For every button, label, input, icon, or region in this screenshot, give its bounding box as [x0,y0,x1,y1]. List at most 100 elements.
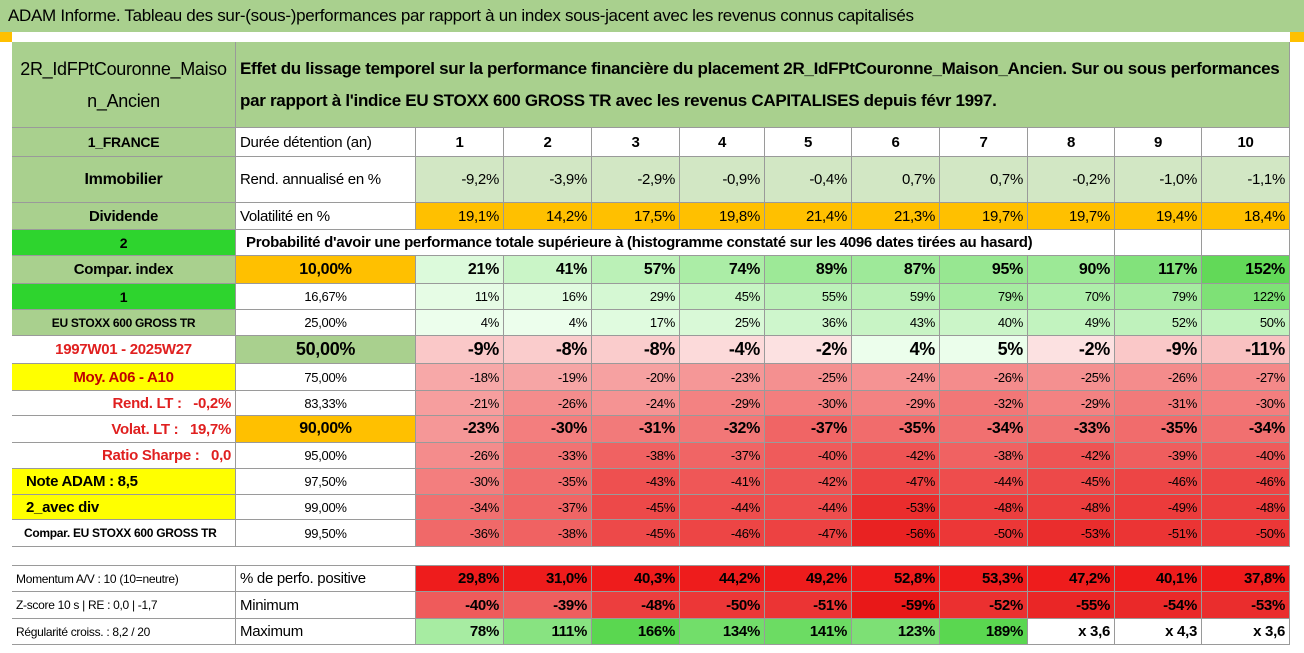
value-cell: -42% [852,443,940,469]
value-cell: 79% [940,284,1028,310]
value-cell: -34% [416,495,504,520]
value-cell: 11% [416,284,504,310]
value-cell: 19,7% [1028,203,1115,230]
value-cell: -48% [592,592,680,619]
metric-label: % de perfo. positive [236,565,416,592]
value-cell: 122% [1202,284,1290,310]
value-cell: -19% [504,364,592,391]
value-cell: -35% [504,469,592,495]
value-cell: 21% [416,256,504,284]
value-cell: -30% [504,416,592,443]
value-cell: 0,7% [940,157,1028,203]
value-cell: 52% [1115,310,1202,336]
value-cell: 79% [1115,284,1202,310]
holding-period: 5 [765,128,852,157]
value-cell: 17,5% [592,203,680,230]
value-cell: 17% [592,310,680,336]
row-label: Note ADAM : 8,5 [12,469,236,495]
value-cell: -53% [852,495,940,520]
value-cell: -50% [940,520,1028,547]
value-cell: 19,4% [1115,203,1202,230]
row-label: 1 [12,284,236,310]
value-cell: x 4,3 [1115,619,1202,645]
value-cell: 21,4% [765,203,852,230]
value-cell: -38% [940,443,1028,469]
value-cell: 57% [592,256,680,284]
value-cell: -39% [1115,443,1202,469]
holding-period: 9 [1115,128,1202,157]
row-label: Compar. index [12,256,236,284]
value-cell: 189% [940,619,1028,645]
value-cell: 90% [1028,256,1115,284]
value-cell: -32% [940,391,1028,416]
value-cell: 50% [1202,310,1290,336]
holding-period: 8 [1028,128,1115,157]
value-cell: -56% [852,520,940,547]
row-label: 1_FRANCE [12,128,236,157]
value-cell: 16% [504,284,592,310]
value-cell: -24% [852,364,940,391]
report-title: ADAM Informe. Tableau des sur-(sous-)per… [0,0,1304,32]
value-cell: -25% [1028,364,1115,391]
value-cell: -1,1% [1202,157,1290,203]
corner-mark [1290,32,1304,42]
value-cell: -2% [765,336,852,364]
value-cell: -47% [765,520,852,547]
value-cell: -53% [1028,520,1115,547]
value-cell: 40% [940,310,1028,336]
value-cell: 52,8% [852,565,940,592]
value-cell: -9,2% [416,157,504,203]
value-cell: -40% [416,592,504,619]
value-cell: -9% [1115,336,1202,364]
value-cell: 111% [504,619,592,645]
row-label: Volat. LT : 19,7% [12,416,236,443]
metric-label: Maximum [236,619,416,645]
percentile: 75,00% [236,364,416,391]
value-cell: 41% [504,256,592,284]
value-cell: 14,2% [504,203,592,230]
value-cell: 47,2% [1028,565,1115,592]
value-cell: 31,0% [504,565,592,592]
value-cell: -0,9% [680,157,765,203]
empty-cell [1115,230,1202,256]
value-cell: -18% [416,364,504,391]
value-cell: -27% [1202,364,1290,391]
row-label: 2_avec div [12,495,236,520]
product-description: Effet du lissage temporel sur la perform… [236,42,1290,128]
value-cell: -2,9% [592,157,680,203]
value-cell: 87% [852,256,940,284]
value-cell: x 3,6 [1028,619,1115,645]
holding-period: 6 [852,128,940,157]
value-cell: -30% [765,391,852,416]
value-cell: -48% [1202,495,1290,520]
value-cell: -8% [504,336,592,364]
value-cell: -37% [680,443,765,469]
value-cell: 29% [592,284,680,310]
value-cell: -23% [416,416,504,443]
value-cell: -23% [680,364,765,391]
value-cell: -46% [1115,469,1202,495]
value-cell: -45% [1028,469,1115,495]
metric-label: Volatilité en % [236,203,416,230]
value-cell: -33% [504,443,592,469]
value-cell: -30% [1202,391,1290,416]
value-cell: -2% [1028,336,1115,364]
value-cell: -35% [1115,416,1202,443]
value-cell: -45% [592,495,680,520]
value-cell: -50% [680,592,765,619]
value-cell: -51% [765,592,852,619]
value-cell: -46% [1202,469,1290,495]
value-cell: -36% [416,520,504,547]
value-cell: 36% [765,310,852,336]
row-label: Moy. A06 - A10 [12,364,236,391]
value-cell: -34% [1202,416,1290,443]
row-label: Compar. EU STOXX 600 GROSS TR [12,520,236,547]
value-cell: 166% [592,619,680,645]
value-cell: -31% [1115,391,1202,416]
holding-period: 2 [504,128,592,157]
value-cell: 152% [1202,256,1290,284]
value-cell: -26% [1115,364,1202,391]
value-cell: -40% [765,443,852,469]
value-cell: 21,3% [852,203,940,230]
value-cell: -32% [680,416,765,443]
